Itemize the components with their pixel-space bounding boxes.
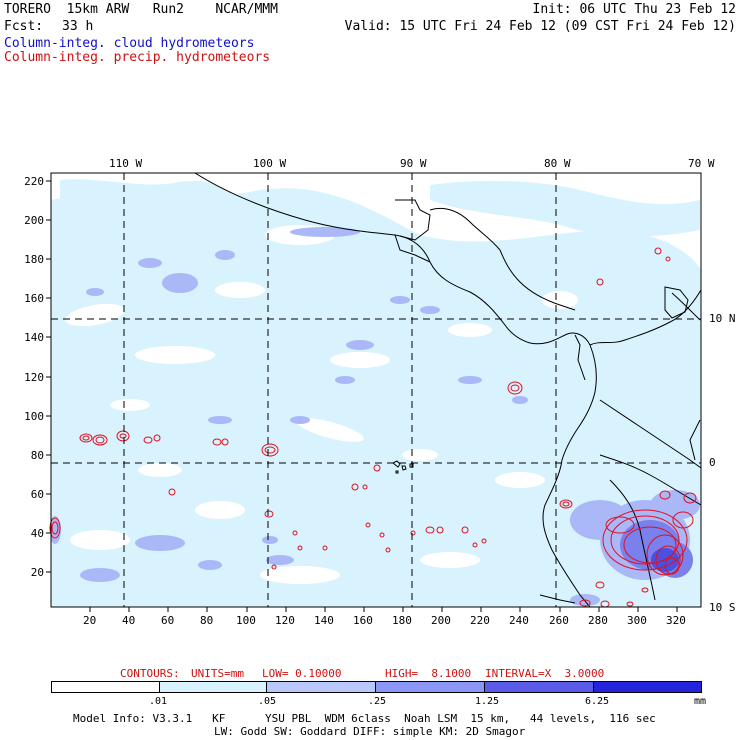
x-tick-label: 260 (549, 614, 569, 627)
valid-time: Valid: 15 UTC Fri 24 Feb 12 (09 CST Fri … (344, 19, 736, 34)
lat-label-0: 0 (709, 456, 716, 469)
y-tick-label: 160 (24, 292, 44, 305)
y-tick-label: 20 (30, 566, 44, 579)
lon-label-70w: 70 W (688, 157, 715, 170)
graticule (51, 173, 701, 607)
y-tick-label: 140 (24, 331, 44, 344)
colorbar-bin-4 (484, 681, 594, 693)
colorbar-bin-1 (159, 681, 267, 693)
colorbar-bin-5 (593, 681, 702, 693)
contour-label: CONTOURS: (120, 667, 180, 680)
x-tick-label: 180 (392, 614, 412, 627)
colorbar-label: .25 (367, 696, 387, 707)
x-tick-label: 240 (509, 614, 529, 627)
y-tick-label: 40 (30, 527, 44, 540)
x-tick-label: 160 (353, 614, 373, 627)
y-tick-label: 80 (30, 449, 44, 462)
x-tick-label: 20 (83, 614, 97, 627)
clear-sky-patches (65, 225, 578, 584)
colorbar-units: mm (693, 696, 707, 707)
contour-interval: INTERVAL=X 3.0000 (485, 667, 605, 680)
plot-frame (50, 172, 702, 608)
colorbar-bin-2 (266, 681, 376, 693)
lat-label-10s: 10 S (709, 601, 736, 614)
colorbar-label: .01 (148, 696, 168, 707)
forecast-label: Fcst: (4, 19, 44, 34)
contour-high: HIGH= 8.1000 (385, 667, 472, 680)
x-tick-label: 140 (314, 614, 334, 627)
y-tick-label: 220 (24, 175, 44, 188)
y-tick-label: 120 (24, 371, 44, 384)
model-info-line: Model Info: V3.3.1 KF YSU PBL WDM 6class… (73, 712, 656, 725)
y-tick-label: 200 (24, 214, 44, 227)
field-precip-title: Column-integ. precip. hydrometeors (4, 50, 271, 65)
x-tick-label: 120 (275, 614, 295, 627)
coastlines (194, 173, 701, 607)
colorbar-bin-3 (375, 681, 485, 693)
contour-units: UNITS=mm (191, 667, 244, 680)
x-tick-label: 100 (236, 614, 256, 627)
x-tick-label: 220 (470, 614, 490, 627)
lon-label-110w: 110 W (109, 157, 143, 170)
colorbar-bin-0 (51, 681, 160, 693)
y-tick-label: 100 (24, 410, 44, 423)
y-tick-label: 180 (24, 253, 44, 266)
x-tick-label: 320 (666, 614, 686, 627)
x-tick-label: 80 (200, 614, 214, 627)
x-tick-label: 60 (161, 614, 175, 627)
x-tick-label: 200 (431, 614, 451, 627)
colorbar-label: .05 (257, 696, 277, 707)
model-physics-line: LW: Godd SW: Goddard DIFF: simple KM: 2D… (214, 725, 526, 738)
lon-label-100w: 100 W (253, 157, 287, 170)
forecast-hours: 33 h (62, 19, 94, 34)
contour-low: LOW= 0.10000 (262, 667, 342, 680)
x-tick-label: 280 (588, 614, 608, 627)
model-title: TORERO 15km ARW Run2 NCAR/MMM (4, 2, 278, 17)
colorbar-label: 6.25 (584, 696, 610, 707)
field-cloud-title: Column-integ. cloud hydrometeors (4, 36, 255, 51)
lon-label-80w: 80 W (544, 157, 571, 170)
precip-contours (49, 247, 697, 608)
lon-label-90w: 90 W (400, 157, 427, 170)
axis-ticks (46, 180, 678, 612)
x-tick-label: 300 (627, 614, 647, 627)
y-tick-label: 60 (30, 488, 44, 501)
init-time: Init: 06 UTC Thu 23 Feb 12 (532, 2, 737, 17)
colorbar-label: 1.25 (474, 696, 500, 707)
lat-label-10n: 10 N (709, 312, 736, 325)
x-tick-label: 40 (122, 614, 136, 627)
